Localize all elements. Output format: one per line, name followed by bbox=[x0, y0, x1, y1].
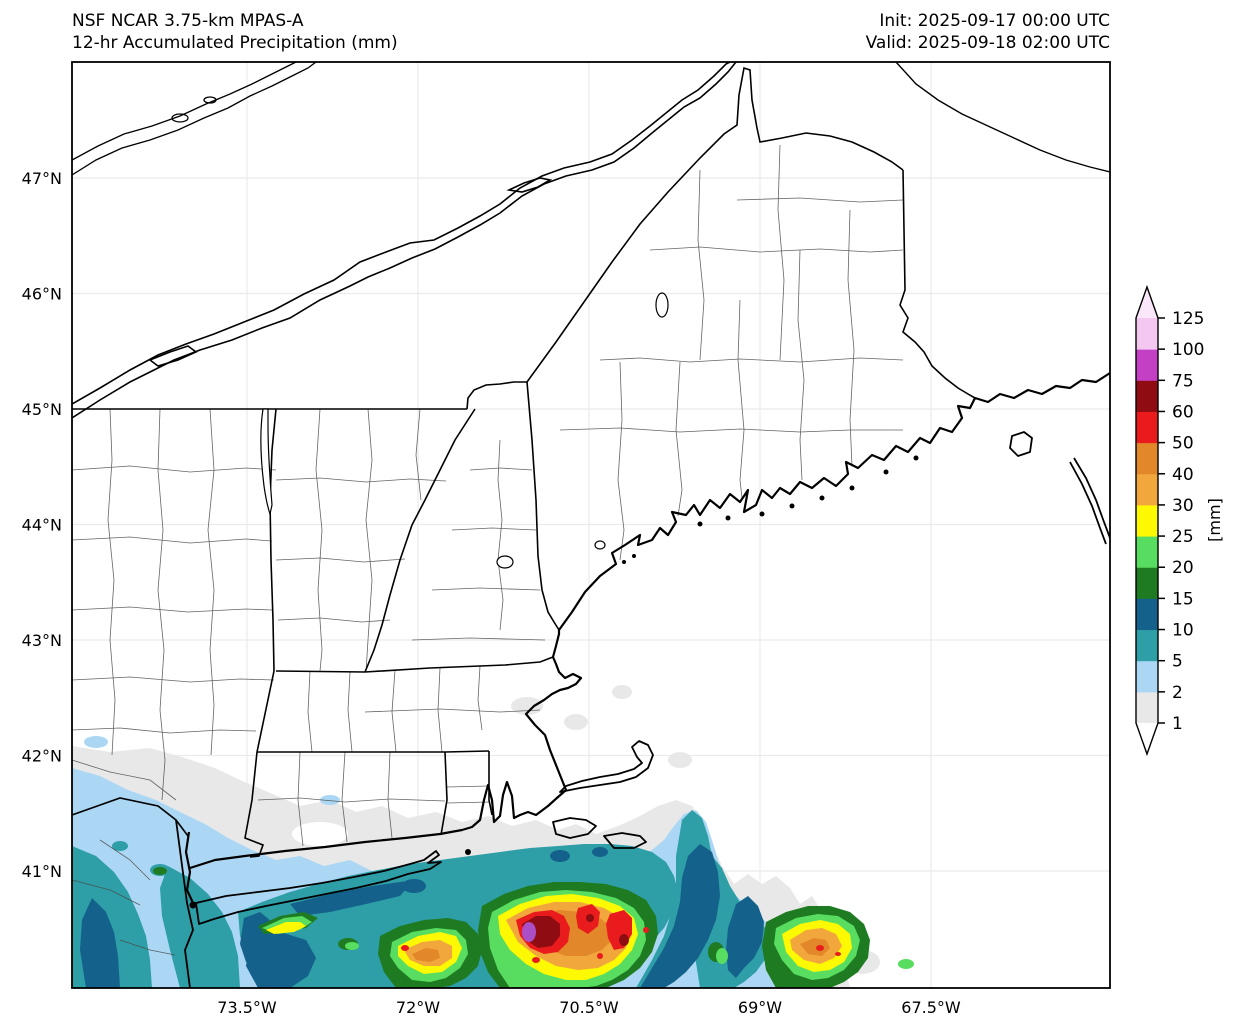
lat-label: 47°N bbox=[22, 169, 62, 188]
colorbar-tick-label: 100 bbox=[1172, 340, 1204, 360]
map-frame bbox=[71, 61, 1111, 989]
colorbar-tick-label: 15 bbox=[1172, 589, 1194, 609]
colorbar-under-arrow bbox=[1136, 723, 1158, 754]
colorbar-segment bbox=[1136, 598, 1158, 631]
lat-label: 45°N bbox=[22, 400, 62, 419]
colorbar-tick-label: 75 bbox=[1172, 371, 1194, 391]
init-time-label: Init: 2025-09-17 00:00 UTC bbox=[879, 11, 1110, 31]
colorbar-tick-label: 60 bbox=[1172, 402, 1194, 422]
lat-label: 41°N bbox=[22, 862, 62, 881]
colorbar-segment bbox=[1136, 567, 1158, 599]
colorbar-tick-label: 40 bbox=[1172, 465, 1194, 485]
lon-label: 67.5°W bbox=[901, 998, 961, 1017]
lat-label: 46°N bbox=[22, 285, 62, 304]
nova-scotia-coastline bbox=[1069, 457, 1110, 545]
lon-label: 72°W bbox=[396, 998, 440, 1017]
colorbar-segment bbox=[1136, 318, 1158, 350]
colorbar-segment bbox=[1136, 536, 1158, 568]
colorbar-tick-label: 1 bbox=[1172, 714, 1183, 734]
colorbar-tick-label: 25 bbox=[1172, 527, 1194, 547]
islands bbox=[195, 431, 1033, 925]
colorbar-tick-label: 10 bbox=[1172, 621, 1194, 641]
lon-label: 70.5°W bbox=[559, 998, 619, 1017]
gaspe-coastline bbox=[895, 62, 1110, 173]
colorbar-segment bbox=[1136, 442, 1158, 475]
colorbar-segment bbox=[1136, 349, 1158, 381]
longitude-labels: 73.5°W 72°W 70.5°W 69°W 67.5°W bbox=[217, 998, 961, 1017]
colorbar-segment bbox=[1136, 660, 1158, 693]
county-boundaries bbox=[72, 144, 904, 956]
lon-label: 73.5°W bbox=[217, 998, 277, 1017]
colorbar-segment bbox=[1136, 504, 1158, 537]
coastline bbox=[175, 372, 1110, 988]
colorbar-segment bbox=[1136, 411, 1158, 444]
colorbar-segment bbox=[1136, 691, 1158, 724]
colorbar-unit-label: [mm] bbox=[1205, 498, 1224, 542]
lat-label: 44°N bbox=[22, 516, 62, 535]
colorbar-segment bbox=[1136, 629, 1158, 662]
small-coastal-islands bbox=[189, 455, 919, 909]
colorbar-over-arrow bbox=[1136, 287, 1158, 318]
colorbar-segment bbox=[1136, 380, 1158, 412]
precip-layer-75mm bbox=[522, 922, 536, 942]
lat-label: 42°N bbox=[22, 747, 62, 766]
st-lawrence-river bbox=[72, 62, 737, 419]
valid-time-label: Valid: 2025-09-18 02:00 UTC bbox=[866, 33, 1110, 53]
lat-label: 43°N bbox=[22, 631, 62, 650]
ottawa-river bbox=[72, 62, 317, 176]
title-line-1: NSF NCAR 3.75-km MPAS-A bbox=[72, 11, 304, 31]
colorbar-tick-label: 30 bbox=[1172, 496, 1194, 516]
lake-champlain bbox=[260, 292, 669, 569]
colorbar-tick-label: 2 bbox=[1172, 683, 1183, 703]
colorbar-tick-label: 5 bbox=[1172, 652, 1183, 672]
colorbar-segment bbox=[1136, 473, 1158, 506]
title-line-2: 12-hr Accumulated Precipitation (mm) bbox=[72, 33, 398, 53]
latitude-labels: 47°N 46°N 45°N 44°N 43°N 42°N 41°N bbox=[22, 169, 62, 881]
state-borders bbox=[72, 66, 976, 858]
colorbar-tick-label: 125 bbox=[1172, 309, 1204, 329]
colorbar-tick-label: 50 bbox=[1172, 434, 1194, 454]
colorbar-tick-label: 20 bbox=[1172, 558, 1194, 578]
lon-label: 69°W bbox=[738, 998, 782, 1017]
